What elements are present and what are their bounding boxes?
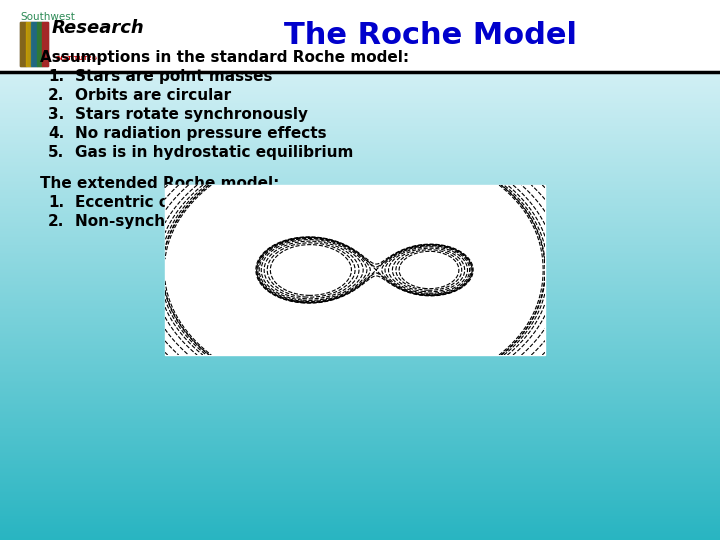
Text: No radiation pressure effects: No radiation pressure effects [75, 126, 327, 141]
Text: The extended Roche model:: The extended Roche model: [40, 176, 279, 191]
Bar [31, 22, 37, 66]
Bar [26, 22, 31, 66]
Text: The Roche Model: The Roche Model [284, 22, 577, 51]
Text: Research: Research [52, 19, 145, 37]
Text: Southwest: Southwest [20, 12, 75, 22]
Bar [0, 0, 720, 72]
Text: Non-synchronous rotation: Non-synchronous rotation [75, 214, 299, 229]
Text: 1.: 1. [48, 69, 64, 84]
Text: 1.: 1. [48, 195, 64, 210]
Text: 4.: 4. [48, 126, 64, 141]
Bar [37, 22, 42, 66]
Bar [20, 22, 26, 66]
Text: 3.: 3. [48, 107, 64, 122]
Text: Eccentric orbits: Eccentric orbits [75, 195, 209, 210]
Text: Assumptions in the standard Roche model:: Assumptions in the standard Roche model: [40, 50, 409, 65]
Text: Gas is in hydrostatic equilibrium: Gas is in hydrostatic equilibrium [75, 145, 354, 160]
Text: 2.: 2. [48, 88, 64, 103]
Bar [165, 185, 545, 355]
Text: 2.: 2. [48, 214, 64, 229]
Text: 5.: 5. [48, 145, 64, 160]
Bar [42, 22, 48, 66]
Bar [20, 22, 48, 66]
Text: Stars are point masses: Stars are point masses [75, 69, 272, 84]
Text: Stars rotate synchronously: Stars rotate synchronously [75, 107, 308, 122]
Text: Orbits are circular: Orbits are circular [75, 88, 231, 103]
Text: INSTITUTE®: INSTITUTE® [55, 56, 98, 60]
